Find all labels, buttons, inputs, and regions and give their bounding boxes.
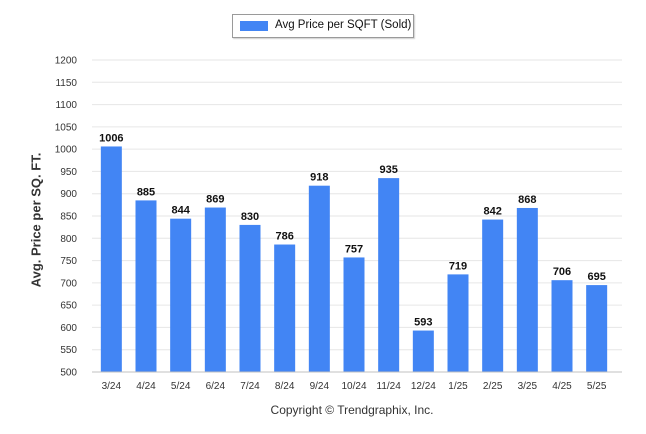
- y-axis-ticks: 500 550 600 650 700 750 800 850 900 950 1000 1050 11…: [55, 56, 78, 379]
- data-label: 830: [241, 211, 259, 223]
- y-tick-label: 850: [60, 212, 77, 223]
- bar-5-25[interactable]: [586, 285, 608, 372]
- y-tick-label: 900: [60, 189, 77, 200]
- bar-12-24[interactable]: [412, 330, 434, 372]
- data-labels: 1006 885 844 869 830 786 918 757 935 593 719 842 868…: [99, 132, 606, 328]
- bars: [100, 146, 608, 372]
- y-tick-label: 1150: [55, 78, 77, 89]
- data-label: 842: [483, 206, 501, 218]
- data-label: 935: [379, 164, 397, 176]
- bar-2-25[interactable]: [482, 219, 504, 372]
- data-label: 918: [310, 172, 328, 184]
- data-label: 868: [518, 194, 536, 206]
- x-tick-label: 12/24: [411, 381, 436, 392]
- y-tick-label: 700: [60, 278, 77, 289]
- x-tick-label: 8/24: [275, 381, 295, 392]
- bar-11-24[interactable]: [378, 178, 400, 372]
- x-axis-ticks: 3/24 4/24 5/24 6/24 7/24 8/24 9/24 10/24 11/24 12…: [102, 381, 607, 392]
- legend-swatch: [240, 21, 268, 31]
- y-tick-label: 1000: [55, 145, 78, 156]
- data-label: 757: [345, 243, 363, 255]
- x-tick-label: 4/25: [552, 381, 572, 392]
- bar-7-24[interactable]: [239, 224, 261, 372]
- x-tick-label: 10/24: [341, 381, 366, 392]
- legend[interactable]: Avg Price per SQFT (Sold): [232, 14, 414, 38]
- data-label: 695: [587, 271, 605, 283]
- y-tick-label: 1100: [55, 100, 77, 111]
- data-label: 786: [275, 231, 293, 243]
- y-tick-label: 1050: [55, 122, 78, 133]
- bar-5-24[interactable]: [170, 218, 192, 372]
- data-label: 593: [414, 317, 432, 329]
- y-tick-label: 500: [60, 368, 77, 379]
- x-tick-label: 11/24: [377, 381, 402, 392]
- y-tick-label: 750: [60, 256, 77, 267]
- bar-3-25[interactable]: [516, 207, 538, 372]
- x-tick-label: 3/24: [102, 381, 122, 392]
- bar-10-24[interactable]: [343, 257, 365, 372]
- y-tick-label: 600: [60, 323, 77, 334]
- x-tick-label: 3/25: [518, 381, 538, 392]
- x-tick-label: 7/24: [240, 381, 260, 392]
- bar-8-24[interactable]: [274, 244, 296, 372]
- bar-6-24[interactable]: [204, 207, 226, 372]
- data-label: 719: [449, 260, 467, 272]
- bar-3-24[interactable]: [100, 146, 122, 372]
- bar-4-24[interactable]: [135, 200, 157, 372]
- x-tick-label: 9/24: [310, 381, 330, 392]
- data-label: 1006: [99, 132, 123, 144]
- y-tick-label: 550: [60, 345, 77, 356]
- x-tick-label: 5/24: [171, 381, 191, 392]
- legend-label: Avg Price per SQFT (Sold): [275, 19, 412, 31]
- data-label: 869: [206, 194, 224, 206]
- x-tick-label: 6/24: [206, 381, 226, 392]
- y-tick-label: 650: [60, 301, 77, 312]
- y-tick-label: 800: [60, 234, 77, 245]
- data-label: 885: [137, 186, 155, 198]
- x-tick-label: 5/25: [587, 381, 607, 392]
- bar-4-25[interactable]: [551, 280, 573, 372]
- bar-9-24[interactable]: [308, 185, 330, 372]
- y-tick-label: 950: [60, 167, 77, 178]
- x-tick-label: 1/25: [448, 381, 468, 392]
- copyright-text: Copyright © Trendgraphix, Inc.: [270, 403, 434, 417]
- data-label: 844: [171, 205, 190, 217]
- x-tick-label: 2/25: [483, 381, 503, 392]
- x-tick-label: 4/24: [136, 381, 156, 392]
- y-tick-label: 1200: [55, 56, 78, 67]
- data-label: 706: [553, 266, 571, 278]
- bar-1-25[interactable]: [447, 274, 469, 372]
- y-axis-title: Avg. Price per SQ. FT.: [28, 152, 44, 288]
